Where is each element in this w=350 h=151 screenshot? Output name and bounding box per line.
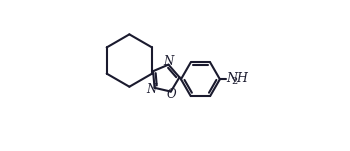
Text: N: N bbox=[163, 55, 174, 68]
Text: 2: 2 bbox=[232, 77, 238, 86]
Text: NH: NH bbox=[226, 72, 248, 85]
Text: N: N bbox=[147, 83, 157, 96]
Text: O: O bbox=[166, 88, 176, 101]
